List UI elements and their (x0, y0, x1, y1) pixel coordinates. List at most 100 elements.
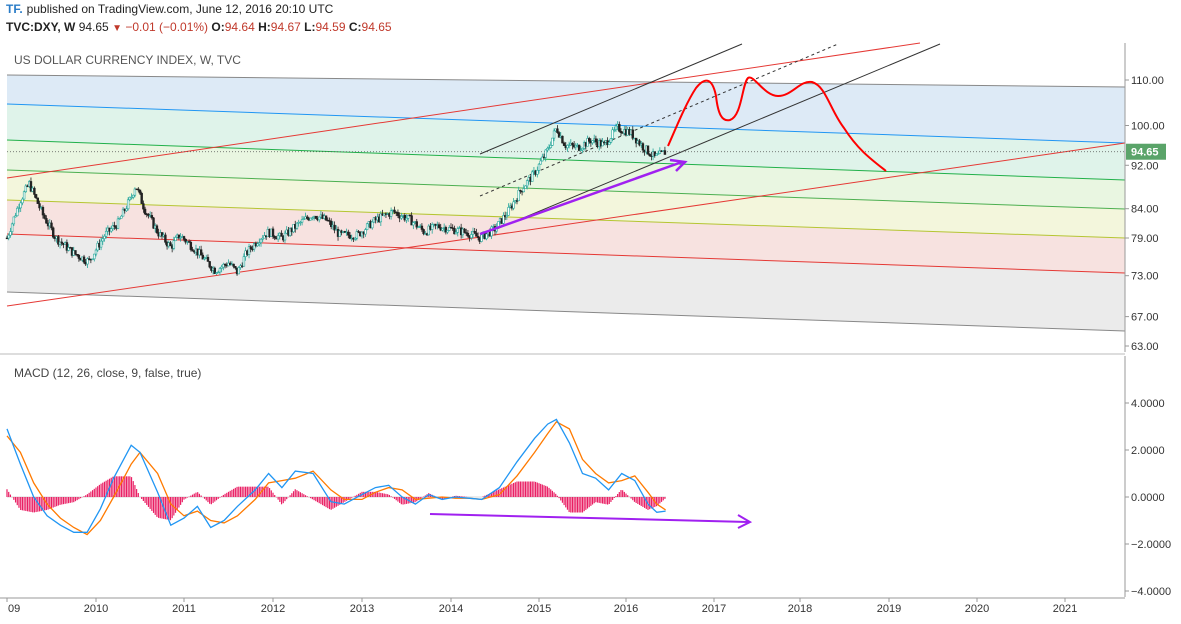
fib-channel-line (6, 139, 1126, 181)
symbol-name[interactable]: TVC:DXY, W (6, 20, 76, 34)
candle-body (67, 247, 70, 251)
candle-body (364, 229, 367, 235)
axes: 110.00 100.00 92.00 84.00 79.00 73.00 67.00 63.… (0, 43, 1171, 615)
candle-body (237, 267, 240, 275)
candle-body (120, 215, 123, 219)
fib-band-fill (7, 234, 1125, 331)
candle-body (295, 222, 299, 229)
candle-body (475, 232, 478, 237)
fib-channel-line (6, 291, 1126, 332)
candle-body (179, 236, 182, 239)
candle-body (456, 228, 459, 233)
price-axis-label: 67.00 (1131, 312, 1159, 324)
candle-body (125, 208, 128, 212)
candle-body (463, 228, 466, 233)
candle-body (217, 271, 220, 274)
channel-mid-line (479, 43, 839, 197)
publish-header: TF. published on TradingView.com, June 12… (6, 2, 333, 20)
candle-body (581, 148, 584, 151)
candle-body (641, 143, 645, 151)
candle-body (648, 153, 651, 157)
candle-body (365, 223, 369, 230)
fib-channel-line (6, 199, 1126, 239)
candle-body (113, 225, 116, 227)
candle-body (99, 240, 103, 248)
candle-body (551, 137, 554, 146)
chart-canvas[interactable]: US DOLLAR CURRENCY INDEX, W, TVC MACD (1… (0, 40, 1181, 624)
candle-body (142, 203, 145, 210)
candle-body (400, 216, 403, 219)
price-pane[interactable]: US DOLLAR CURRENCY INDEX, W, TVC (0, 42, 1126, 352)
channel-upper-line (479, 43, 743, 155)
candle-body (655, 153, 658, 156)
candle-body (557, 132, 561, 138)
candle-body (466, 232, 470, 237)
fib-band-fill (7, 140, 1125, 209)
candle-body (77, 254, 81, 259)
candle-body (94, 249, 98, 255)
candle-body (299, 221, 302, 224)
last-price-badge-label: 94.65 (1131, 147, 1159, 159)
candle-body (152, 217, 155, 229)
candle-body (586, 138, 589, 147)
candle-body (206, 257, 210, 262)
candle-body (57, 236, 60, 245)
candle-body (410, 215, 413, 226)
candle-body (541, 156, 544, 162)
candle-body (562, 142, 566, 146)
candle-body (505, 215, 509, 218)
candle-body (242, 256, 246, 267)
candle-body (261, 237, 264, 240)
projection-curve (667, 76, 887, 172)
candle-body (103, 235, 106, 239)
candle-body (441, 228, 444, 231)
macd-axis-label: 2.0000 (1131, 445, 1165, 457)
last-price: 94.65 (78, 20, 109, 34)
candle-body (577, 144, 581, 151)
candle-body (611, 129, 614, 139)
candle-body (118, 217, 121, 220)
tradingview-logo[interactable]: TF. (6, 2, 23, 16)
candle-body (579, 149, 583, 151)
candle-body (276, 235, 280, 240)
candle-body (215, 272, 218, 274)
time-axis-label: 2018 (788, 603, 812, 615)
candle-body (403, 215, 406, 221)
fib-channel-line (6, 74, 1126, 88)
candle-body (519, 189, 522, 192)
candle-body (75, 254, 79, 256)
candle-body (271, 228, 275, 237)
candle-body (130, 196, 133, 199)
price-axis-label: 63.00 (1131, 341, 1159, 353)
time-axis-label: 2020 (965, 603, 989, 615)
candle-body (143, 208, 147, 215)
candle-body (309, 217, 312, 221)
candle-body (405, 217, 408, 221)
candle-body (302, 218, 306, 220)
candle-body (116, 218, 120, 229)
candle-body (60, 241, 63, 244)
candle-body (547, 147, 551, 149)
candle-body (74, 250, 77, 255)
candle-body (93, 253, 96, 260)
candle-body (567, 144, 571, 147)
candle-body (82, 256, 86, 263)
macd-pane[interactable]: MACD (12, 26, close, 9, false, true) (6, 366, 753, 536)
candle-body (259, 238, 263, 243)
price-axis-label: 73.00 (1131, 271, 1159, 283)
candle-body (191, 249, 194, 252)
candle-body (347, 231, 350, 236)
candle-body (110, 228, 113, 232)
candle-body (86, 258, 89, 265)
price-axis-label: 110.00 (1131, 75, 1164, 87)
candle-body (552, 130, 556, 139)
candle-body (41, 206, 45, 216)
candle-body (33, 187, 36, 195)
price-axis-label: 79.00 (1131, 233, 1159, 245)
fib-band-fill (7, 75, 1125, 143)
candle-body (427, 225, 430, 236)
candle-body (594, 138, 598, 143)
candle-body (150, 215, 154, 219)
candle-body (658, 150, 662, 154)
candle-body (21, 198, 24, 204)
